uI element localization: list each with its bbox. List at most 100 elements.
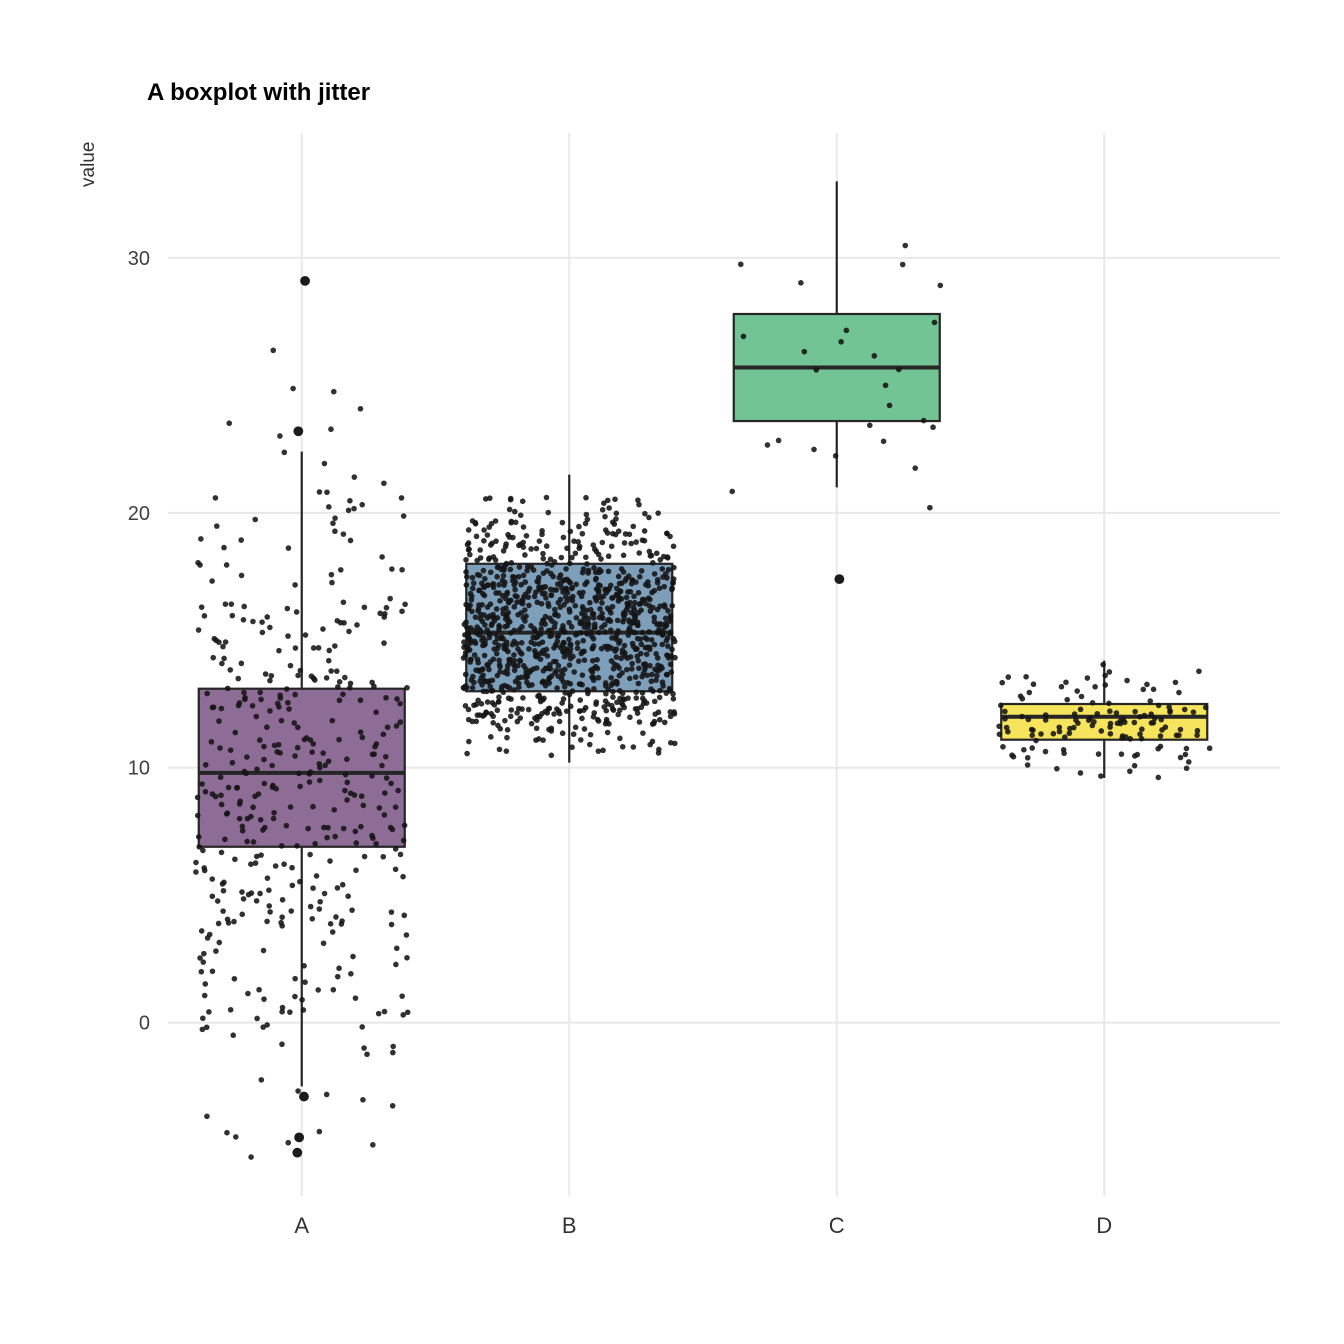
jitter-point [287, 662, 294, 669]
jitter-point [285, 1139, 292, 1146]
jitter-point [376, 805, 383, 811]
jitter-point [581, 657, 588, 663]
jitter-point [465, 527, 472, 533]
jitter-point [1194, 727, 1201, 734]
jitter-point [493, 650, 500, 657]
jitter-point [608, 610, 614, 616]
jitter-point [196, 844, 203, 850]
jitter-point [517, 512, 524, 519]
jitter-point [329, 579, 335, 586]
jitter-point [329, 717, 336, 724]
jitter-point [466, 546, 472, 553]
jitter-point [486, 634, 493, 641]
jitter-point [352, 828, 359, 835]
jitter-point [307, 769, 314, 775]
jitter-point [1176, 689, 1182, 696]
jitter-point [567, 655, 574, 662]
jitter-point [1000, 743, 1006, 750]
jitter-point [507, 713, 514, 720]
jitter-point [347, 497, 353, 504]
jitter-point [648, 552, 655, 559]
jitter-point [344, 797, 350, 803]
jitter-point [592, 594, 598, 601]
jitter-point [558, 554, 565, 561]
jitter-point [212, 495, 219, 501]
jitter-point [225, 784, 232, 791]
jitter-point [388, 780, 394, 787]
jitter-point [373, 840, 379, 847]
jitter-point [557, 644, 564, 651]
jitter-point [224, 1129, 230, 1136]
jitter-point [231, 918, 237, 925]
jitter-point [541, 695, 547, 702]
jitter-point [252, 860, 259, 866]
jitter-point [339, 881, 346, 888]
jitter-point [199, 1026, 206, 1033]
jitter-point [1123, 734, 1129, 740]
jitter-point [617, 735, 623, 742]
jitter-point [557, 596, 564, 603]
jitter-point [533, 665, 540, 671]
jitter-point [227, 1006, 234, 1013]
jitter-point [667, 613, 674, 619]
jitter-point [320, 940, 327, 947]
jitter-point [1066, 730, 1073, 737]
jitter-point [249, 703, 256, 709]
jitter-point [575, 658, 582, 664]
jitter-point [389, 1102, 396, 1109]
jitter-point [927, 504, 933, 511]
jitter-point [629, 577, 636, 584]
jitter-point [550, 573, 557, 580]
jitter-point [579, 530, 586, 537]
jitter-point [556, 710, 563, 717]
jitter-point [505, 531, 511, 538]
jitter-point [555, 632, 562, 639]
jitter-point [638, 568, 645, 574]
jitter-point [292, 753, 298, 759]
jitter-point [361, 853, 368, 860]
jitter-point [462, 649, 469, 656]
jitter-point [482, 575, 488, 582]
jitter-point [600, 747, 606, 754]
jitter-point [402, 601, 408, 608]
jitter-point [564, 545, 570, 552]
jitter-point [1029, 732, 1036, 739]
jitter-point [1077, 770, 1084, 776]
jitter-point [1038, 731, 1044, 737]
jitter-point [1194, 732, 1200, 739]
jitter-point [390, 1049, 396, 1056]
jitter-point [567, 681, 574, 687]
jitter-point [1114, 720, 1121, 727]
jitter-point [525, 706, 532, 713]
jitter-point [279, 1008, 285, 1015]
jitter-point [488, 688, 495, 694]
jitter-point [238, 660, 245, 667]
jitter-point [542, 590, 548, 597]
jitter-point [277, 750, 283, 756]
jitter-point [556, 718, 563, 725]
jitter-point [200, 847, 206, 854]
jitter-point [584, 620, 591, 627]
jitter-point [920, 417, 927, 424]
jitter-point [866, 422, 873, 429]
jitter-point [601, 500, 607, 507]
jitter-point [321, 460, 328, 467]
jitter-point [656, 694, 663, 701]
jitter-point [467, 551, 473, 558]
jitter-point [377, 610, 383, 617]
jitter-point [583, 554, 589, 561]
jitter-point [310, 741, 317, 747]
jitter-point [218, 801, 225, 808]
jitter-point [336, 736, 342, 743]
gridlines [168, 133, 1280, 1196]
jitter-point [625, 632, 632, 638]
jitter-point [462, 703, 469, 709]
jitter-point [209, 704, 216, 711]
jitter-point [559, 626, 565, 633]
jitter-point [657, 556, 664, 563]
jitter-point [643, 651, 650, 658]
jitter-point [195, 834, 202, 840]
jitter-point [558, 668, 565, 674]
jitter-point [332, 515, 338, 521]
jitter-point [1078, 693, 1085, 700]
